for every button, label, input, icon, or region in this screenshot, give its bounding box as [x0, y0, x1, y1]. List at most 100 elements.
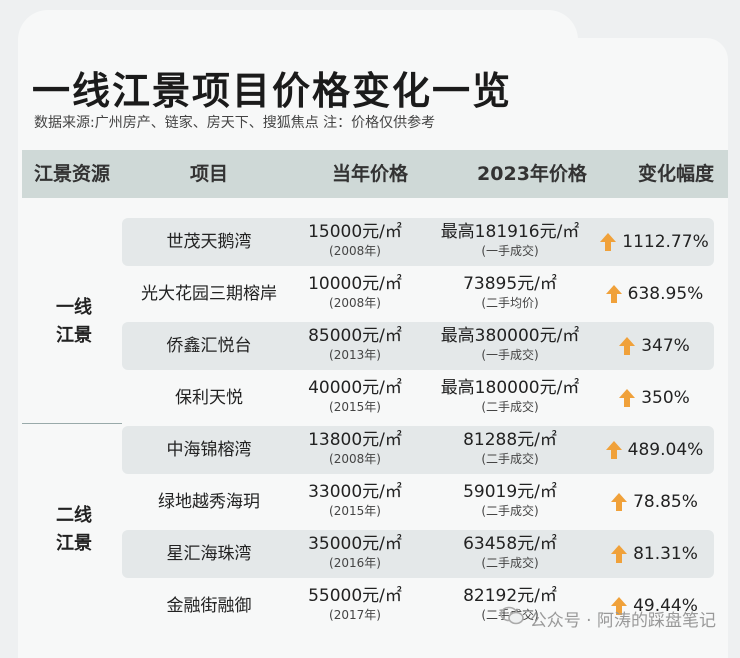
price-then-cell: 40000元/㎡ (2015年)	[296, 377, 414, 415]
up-arrow-icon	[610, 544, 628, 564]
header-change: 变化幅度	[637, 163, 714, 185]
price-2023-note: (一手成交)	[481, 244, 539, 258]
price-then: 13800元/㎡	[308, 430, 402, 450]
change-cell: 638.95%	[594, 270, 714, 318]
price-2023-note: (一手成交)	[481, 348, 539, 362]
up-arrow-icon	[618, 336, 636, 356]
price-then: 15000元/㎡	[308, 222, 402, 242]
price-then-year: (2015年)	[329, 400, 381, 414]
table-row: 世茂天鹅湾 15000元/㎡ (2008年) 最高181916元/㎡ (一手成交) 111…	[122, 218, 714, 266]
project-name: 侨鑫汇悦台	[166, 336, 252, 356]
price-2023-note: (二手成交)	[481, 400, 539, 414]
table-header: 江景资源 项目 当年价格 2023年价格 变化幅度	[22, 150, 728, 198]
price-2023: 最高180000元/㎡	[440, 378, 580, 398]
watermark: 公众号 · 阿涛的踩盘笔记	[499, 606, 716, 631]
price-then-cell: 15000元/㎡ (2008年)	[296, 221, 414, 259]
group-label-line: 一线	[56, 297, 92, 318]
price-2023-note: (二手成交)	[481, 504, 539, 518]
table-row: 光大花园三期榕岸 10000元/㎡ (2008年) 73895元/㎡ (二手均价) 638…	[122, 270, 714, 318]
change-cell: 489.04%	[594, 426, 714, 474]
header-project: 项目	[189, 163, 228, 185]
up-arrow-icon	[610, 596, 628, 616]
price-then-cell: 33000元/㎡ (2015年)	[296, 481, 414, 519]
change-cell: 78.85%	[594, 478, 714, 526]
data-source-note: 数据来源:广州房产、链家、房天下、搜狐焦点 注：价格仅供参考	[34, 115, 436, 131]
price-2023-cell: 73895元/㎡ (二手均价)	[424, 273, 596, 311]
group-label-line: 江景	[56, 325, 92, 346]
change-cell: 347%	[594, 322, 714, 370]
change-cell: 49.44%	[594, 582, 714, 630]
watermark-text: 公众号 · 阿涛的踩盘笔记	[529, 611, 716, 631]
price-then-cell: 85000元/㎡ (2013年)	[296, 325, 414, 363]
project-name: 星汇海珠湾	[166, 544, 252, 564]
table-row: 绿地越秀海玥 33000元/㎡ (2015年) 59019元/㎡ (二手成交) 78.85…	[122, 478, 714, 526]
price-2023-cell: 最高180000元/㎡ (二手成交)	[424, 377, 596, 415]
group-label-first: 一线 江景	[38, 294, 110, 350]
project-name: 金融街融御	[166, 596, 252, 616]
group-label-second: 二线 江景	[38, 502, 110, 558]
price-then: 85000元/㎡	[308, 326, 402, 346]
price-then-cell: 10000元/㎡ (2008年)	[296, 273, 414, 311]
price-then-year: (2016年)	[329, 556, 381, 570]
table-row: 星汇海珠湾 35000元/㎡ (2016年) 63458元/㎡ (二手成交) 81.31%	[122, 530, 714, 578]
up-arrow-icon	[599, 232, 617, 252]
up-arrow-icon	[618, 388, 636, 408]
change-value: 638.95%	[627, 284, 704, 304]
price-then-year: (2008年)	[329, 296, 381, 310]
price-2023-note: (二手均价)	[481, 296, 539, 310]
group-divider	[22, 423, 122, 424]
table-row: 中海锦榕湾 13800元/㎡ (2008年) 81288元/㎡ (二手成交) 489.04…	[122, 426, 714, 474]
price-2023-cell: 81288元/㎡ (二手成交)	[424, 429, 596, 467]
price-then: 10000元/㎡	[308, 274, 402, 294]
change-cell: 1112.77%	[594, 218, 714, 266]
price-2023: 82192元/㎡	[463, 586, 557, 606]
price-2023-cell: 最高380000元/㎡ (一手成交)	[424, 325, 596, 363]
change-value: 49.44%	[633, 596, 698, 616]
wechat-icon	[499, 606, 524, 631]
price-then-year: (2008年)	[329, 452, 381, 466]
page-title: 一线江景项目价格变化一览	[32, 69, 513, 113]
up-arrow-icon	[610, 492, 628, 512]
project-name: 中海锦榕湾	[166, 440, 252, 460]
price-then-cell: 13800元/㎡ (2008年)	[296, 429, 414, 467]
price-2023-cell: 63458元/㎡ (二手成交)	[424, 533, 596, 571]
price-then-year: (2015年)	[329, 504, 381, 518]
change-cell: 81.31%	[594, 530, 714, 578]
up-arrow-icon	[605, 284, 623, 304]
price-then-year: (2013年)	[329, 348, 381, 362]
price-2023-note: (二手成交)	[481, 452, 539, 466]
change-value: 347%	[641, 336, 690, 356]
header-price-then: 当年价格	[331, 163, 408, 185]
header-resource: 江景资源	[33, 163, 110, 185]
project-name: 保利天悦	[175, 388, 243, 408]
change-cell: 350%	[594, 374, 714, 422]
price-then: 33000元/㎡	[308, 482, 402, 502]
price-2023: 最高380000元/㎡	[440, 326, 580, 346]
change-value: 81.31%	[633, 544, 698, 564]
table-row: 保利天悦 40000元/㎡ (2015年) 最高180000元/㎡ (二手成交) 350%	[122, 374, 714, 422]
price-2023: 最高181916元/㎡	[440, 222, 580, 242]
price-then: 40000元/㎡	[308, 378, 402, 398]
price-then: 35000元/㎡	[308, 534, 402, 554]
price-then-year: (2008年)	[329, 244, 381, 258]
table-row: 侨鑫汇悦台 85000元/㎡ (2013年) 最高380000元/㎡ (一手成交) 347…	[122, 322, 714, 370]
project-name: 光大花园三期榕岸	[141, 284, 277, 304]
price-then-year: (2017年)	[329, 608, 381, 622]
change-value: 350%	[641, 388, 690, 408]
price-then-cell: 55000元/㎡ (2017年)	[296, 585, 414, 623]
price-2023: 63458元/㎡	[463, 534, 557, 554]
price-then: 55000元/㎡	[308, 586, 402, 606]
change-value: 489.04%	[627, 440, 704, 460]
header-price-2023: 2023年价格	[477, 163, 587, 185]
price-then-cell: 35000元/㎡ (2016年)	[296, 533, 414, 571]
price-2023: 59019元/㎡	[463, 482, 557, 502]
project-name: 绿地越秀海玥	[158, 492, 260, 512]
change-value: 78.85%	[633, 492, 698, 512]
project-name: 世茂天鹅湾	[166, 232, 252, 252]
price-2023: 73895元/㎡	[463, 274, 557, 294]
price-2023-cell: 最高181916元/㎡ (一手成交)	[424, 221, 596, 259]
group-label-line: 二线	[56, 505, 92, 526]
price-2023-note: (二手成交)	[481, 556, 539, 570]
group-label-line: 江景	[56, 533, 92, 554]
price-2023-cell: 59019元/㎡ (二手成交)	[424, 481, 596, 519]
